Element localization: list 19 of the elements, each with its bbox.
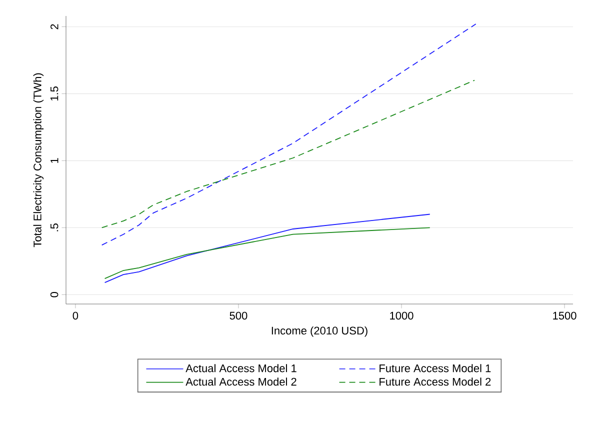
y-tick-label: 0	[50, 292, 58, 298]
line-series	[104, 227, 430, 279]
y-axis-title: Total Electricity Consumption (TWh)	[33, 73, 44, 248]
legend-label: Future Access Model 1	[380, 364, 491, 372]
x-tick-label: 1500	[553, 312, 576, 320]
x-tick-label: 1000	[390, 312, 414, 320]
y-tick-label: 2	[50, 24, 58, 30]
legend-label: Actual Access Model 1	[186, 364, 296, 372]
x-tick-label: 500	[230, 312, 248, 320]
y-tick-label: 1.5	[50, 86, 58, 101]
legend-label: Actual Access Model 2	[186, 378, 296, 386]
x-axis-title: Income (2010 USD)	[272, 326, 368, 337]
y-tick-label: 1	[50, 158, 58, 163]
line-series	[101, 80, 475, 228]
y-tick-label: .5	[50, 224, 58, 232]
line-series	[104, 214, 430, 284]
legend-label: Future Access Model 2	[380, 378, 491, 386]
line-series	[101, 24, 476, 246]
x-tick-label: 0	[72, 312, 78, 320]
